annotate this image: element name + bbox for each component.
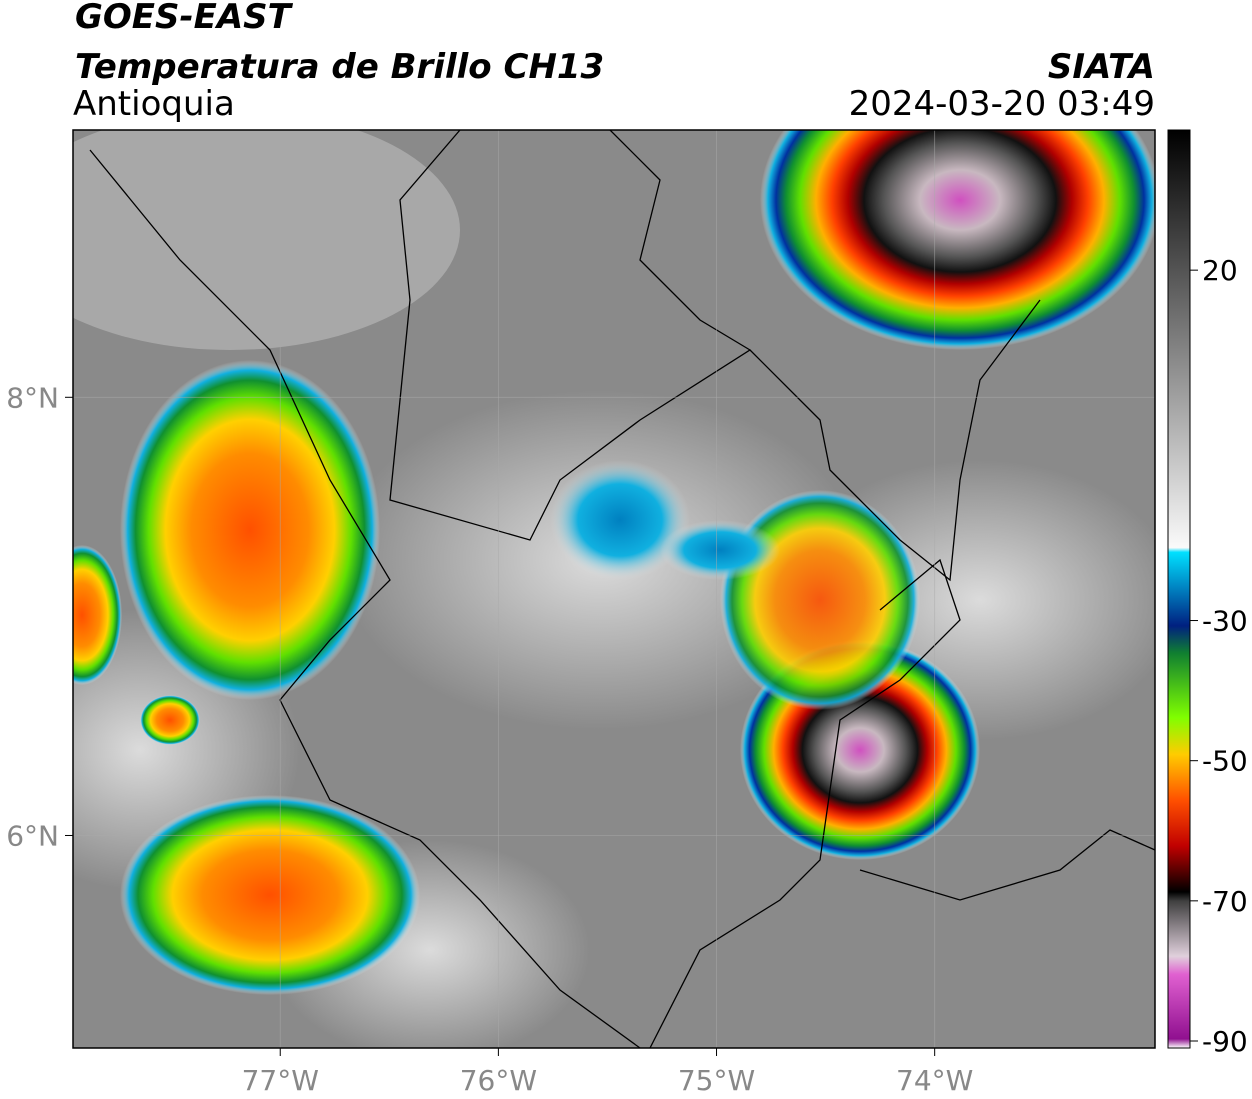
cold-cloud bbox=[660, 520, 780, 580]
storm bbox=[720, 490, 920, 710]
colorbar-tick-label: -50 bbox=[1202, 745, 1248, 778]
border bbox=[859, 829, 1155, 901]
map-frame bbox=[72, 129, 1156, 1049]
colorbar-tick-label: -90 bbox=[1202, 1025, 1248, 1058]
cold-cloud bbox=[550, 460, 690, 580]
x-tick-label: 77°W bbox=[242, 1064, 319, 1097]
colorbar-tick-label: -30 bbox=[1202, 605, 1248, 638]
grid bbox=[73, 130, 1155, 1048]
cold-cloud bbox=[140, 695, 200, 745]
border bbox=[89, 149, 641, 1048]
storm bbox=[73, 545, 122, 685]
y-tick-label: 6°N bbox=[6, 819, 59, 852]
colorbar bbox=[1167, 129, 1191, 1049]
x-tick-label: 75°W bbox=[678, 1064, 755, 1097]
x-tick-label: 74°W bbox=[896, 1064, 973, 1097]
border bbox=[649, 558, 961, 1048]
datetime: 2024-03-20 03:49 bbox=[849, 84, 1155, 124]
x-tick-label: 76°W bbox=[460, 1064, 537, 1097]
colorbar-tick-label: 20 bbox=[1202, 254, 1238, 287]
imagery bbox=[73, 130, 1155, 1048]
y-tick-label: 8°N bbox=[6, 381, 59, 414]
cloud bbox=[73, 130, 460, 350]
subtitle: Temperatura de Brillo CH13 bbox=[75, 47, 604, 87]
storm bbox=[760, 130, 1155, 350]
region: Antioquia bbox=[73, 84, 235, 124]
storm bbox=[120, 360, 380, 700]
colorbar-tick-label: -70 bbox=[1202, 885, 1248, 918]
storm bbox=[120, 795, 420, 995]
title: GOES-EAST bbox=[75, 0, 294, 37]
source: SIATA bbox=[1048, 47, 1155, 87]
